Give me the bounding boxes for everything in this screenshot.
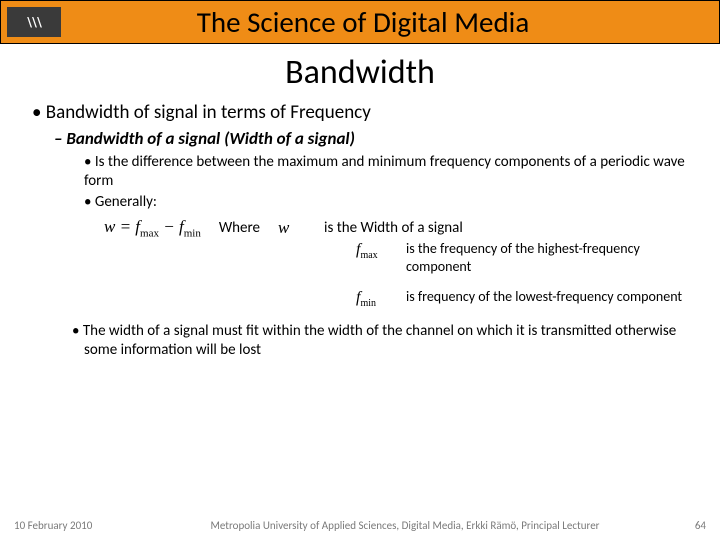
bullet-l3a: Is the difference between the maximum an…: [84, 153, 694, 191]
symbol-w: w: [278, 218, 306, 238]
def-fmin-text: is frequency of the lowest-frequency com…: [406, 288, 694, 306]
footer-date: 10 February 2010: [14, 519, 144, 532]
where-label: Where: [219, 219, 260, 237]
footer-center: Metropolia University of Applied Science…: [144, 519, 666, 532]
bullet-l2: Bandwidth of a signal (Width of a signal…: [54, 128, 694, 149]
def-fmax-text: is the frequency of the highest-frequenc…: [406, 240, 694, 276]
def-row-fmax: fmax is the frequency of the highest-fre…: [356, 240, 694, 276]
slide-title: Bandwidth: [0, 52, 720, 93]
footer-page: 64: [666, 519, 706, 532]
logo-glyph: \\\: [27, 14, 42, 31]
bullet-final: • The width of a signal must fit within …: [84, 322, 694, 360]
bullet-l3b: Generally:: [84, 193, 694, 212]
bullet-l1: Bandwidth of signal in terms of Frequenc…: [32, 101, 694, 124]
logo-box: \\\: [7, 7, 61, 37]
symbol-fmax: fmax: [356, 240, 398, 262]
footer: 10 February 2010 Metropolia University o…: [0, 519, 720, 532]
def-w: is the Width of a signal: [324, 219, 463, 237]
def-row-fmin: fmin is frequency of the lowest-frequenc…: [356, 288, 694, 310]
formula-row: w = fmax − fmin Where w is the Width of …: [104, 217, 694, 239]
content-area: Bandwidth of signal in terms of Frequenc…: [0, 101, 720, 360]
formula-eq: w = fmax − fmin: [104, 217, 201, 239]
header-bar: \\\ The Science of Digital Media: [0, 0, 720, 44]
definitions: fmax is the frequency of the highest-fre…: [356, 240, 694, 311]
symbol-fmin: fmin: [356, 288, 398, 310]
header-title: The Science of Digital Media: [61, 4, 719, 40]
